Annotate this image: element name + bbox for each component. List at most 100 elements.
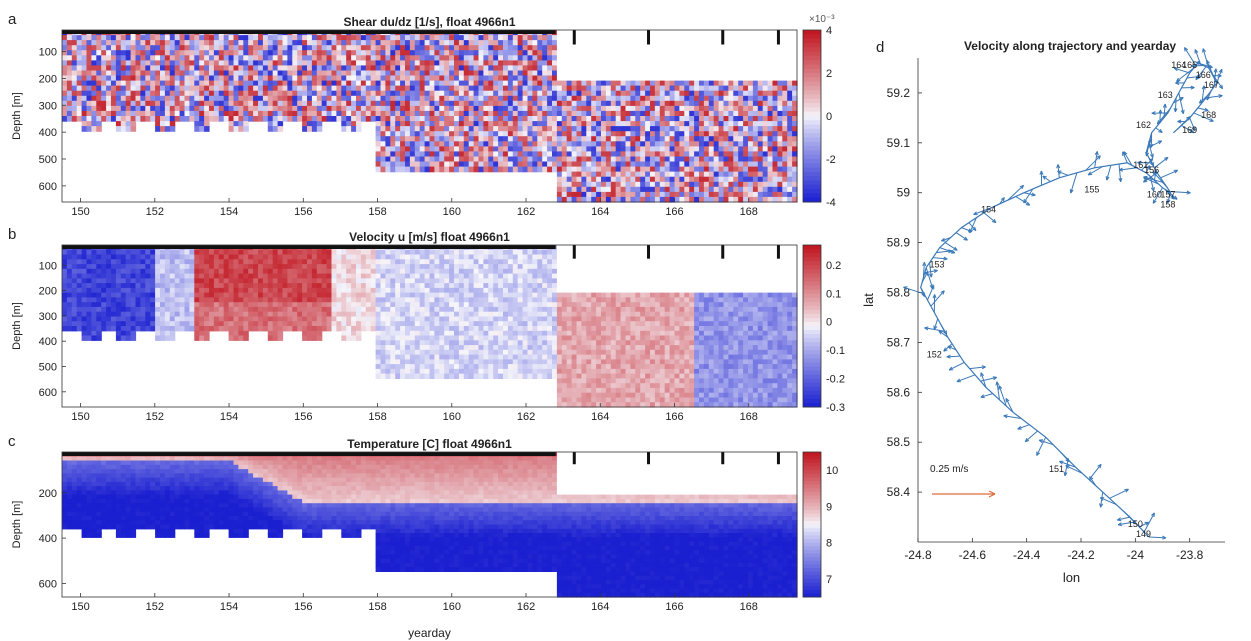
heatmap-cell bbox=[591, 121, 597, 127]
heatmap-cell bbox=[302, 297, 308, 303]
heatmap-cell bbox=[321, 249, 328, 256]
heatmap-cell bbox=[507, 126, 514, 132]
heatmap-cell bbox=[527, 50, 533, 56]
heatmap-cell bbox=[556, 121, 563, 127]
heatmap-cell bbox=[199, 110, 205, 117]
heatmap-cell bbox=[473, 156, 480, 163]
heatmap-cell bbox=[390, 55, 396, 61]
heatmap-cell bbox=[473, 136, 480, 142]
heatmap-cell bbox=[316, 302, 323, 308]
heatmap-cell bbox=[787, 65, 793, 72]
heatmap-cell bbox=[76, 110, 83, 117]
heatmap-cell bbox=[262, 110, 269, 117]
heatmap-cell bbox=[723, 105, 729, 112]
heatmap-cell bbox=[468, 90, 475, 97]
heatmap-cell bbox=[111, 311, 117, 318]
heatmap-cell bbox=[454, 80, 460, 87]
heatmap-cell bbox=[71, 116, 78, 122]
heatmap-cell bbox=[91, 35, 97, 41]
heatmap-cell bbox=[743, 60, 749, 67]
heatmap-cell bbox=[664, 181, 671, 188]
heatmap-cell bbox=[762, 100, 769, 107]
heatmap-cell bbox=[277, 302, 284, 308]
heatmap-cell bbox=[762, 55, 769, 61]
heatmap-cell bbox=[772, 95, 778, 102]
heatmap-cell bbox=[419, 146, 426, 153]
heatmap-cell bbox=[71, 75, 78, 82]
heatmap-cell bbox=[111, 264, 117, 270]
heatmap-cell bbox=[591, 191, 597, 198]
heatmap-cell bbox=[120, 60, 127, 67]
heatmap-cell bbox=[81, 60, 88, 67]
heatmap-cell bbox=[586, 121, 592, 127]
heatmap-cell bbox=[674, 166, 680, 173]
heatmap-cell bbox=[674, 151, 680, 158]
heatmap-cell bbox=[605, 151, 612, 158]
heatmap-cell bbox=[277, 45, 284, 51]
heatmap-cell bbox=[96, 70, 102, 77]
heatmap-cell bbox=[213, 292, 220, 298]
heatmap-cell bbox=[213, 95, 220, 102]
heatmap-cell bbox=[101, 326, 107, 332]
heatmap-cell bbox=[160, 283, 166, 289]
heatmap-cell bbox=[277, 55, 284, 61]
heatmap-cell bbox=[542, 136, 548, 142]
heatmap-cell bbox=[96, 65, 102, 72]
heatmap-cell bbox=[262, 95, 269, 102]
heatmap-cell bbox=[434, 60, 440, 67]
heatmap-cell bbox=[674, 161, 680, 168]
heatmap-cell bbox=[777, 100, 783, 107]
heatmap-cell bbox=[630, 100, 636, 107]
heatmap-cell bbox=[620, 55, 627, 61]
heatmap-cell bbox=[723, 166, 729, 173]
heatmap-cell bbox=[262, 55, 269, 61]
heatmap-cell bbox=[145, 292, 151, 298]
heatmap-cell bbox=[414, 90, 421, 97]
heatmap-cell bbox=[517, 131, 524, 137]
heatmap-cell bbox=[738, 121, 744, 127]
heatmap-cell bbox=[316, 273, 323, 279]
heatmap-cell bbox=[267, 326, 274, 332]
heatmap-cell bbox=[258, 95, 264, 102]
heatmap-cell bbox=[409, 60, 416, 67]
heatmap-cell bbox=[297, 311, 303, 318]
heatmap-cell bbox=[66, 45, 73, 51]
heatmap-cell bbox=[674, 50, 680, 56]
heatmap-cell bbox=[444, 40, 450, 46]
heatmap-cell bbox=[576, 186, 582, 193]
heatmap-cell bbox=[101, 35, 107, 41]
heatmap-cell bbox=[297, 85, 303, 92]
heatmap-cell bbox=[160, 297, 166, 303]
heatmap-cell bbox=[248, 326, 254, 332]
heatmap-cell bbox=[728, 35, 734, 41]
heatmap-cell bbox=[571, 126, 578, 132]
heatmap-cell bbox=[650, 186, 656, 193]
heatmap-cell bbox=[635, 121, 641, 127]
heatmap-cell bbox=[772, 181, 778, 188]
heatmap-cell bbox=[336, 254, 342, 260]
heatmap-cell bbox=[576, 136, 582, 142]
heatmap-cell bbox=[375, 116, 382, 122]
heatmap-cell bbox=[233, 40, 239, 46]
heatmap-cell bbox=[311, 50, 318, 56]
heatmap-cell bbox=[659, 55, 666, 61]
heatmap-cell bbox=[125, 40, 132, 46]
heatmap-cell bbox=[287, 80, 293, 87]
heatmap-cell bbox=[218, 287, 225, 294]
heatmap-cell bbox=[650, 146, 656, 153]
heatmap-cell bbox=[218, 306, 225, 313]
heatmap-cell bbox=[209, 50, 215, 56]
heatmap-cell bbox=[689, 156, 695, 163]
heatmap-cell bbox=[120, 70, 127, 77]
heatmap-cell bbox=[282, 326, 288, 332]
heatmap-cell bbox=[728, 70, 734, 77]
heatmap-cell bbox=[630, 105, 636, 112]
heatmap-cell bbox=[468, 100, 475, 107]
heatmap-cell bbox=[405, 126, 411, 132]
heatmap-cell bbox=[179, 60, 186, 67]
heatmap-cell bbox=[556, 55, 563, 61]
heatmap-cell bbox=[743, 90, 749, 97]
heatmap-cell bbox=[209, 259, 215, 265]
heatmap-cell bbox=[311, 40, 318, 46]
heatmap-cell bbox=[674, 191, 680, 198]
